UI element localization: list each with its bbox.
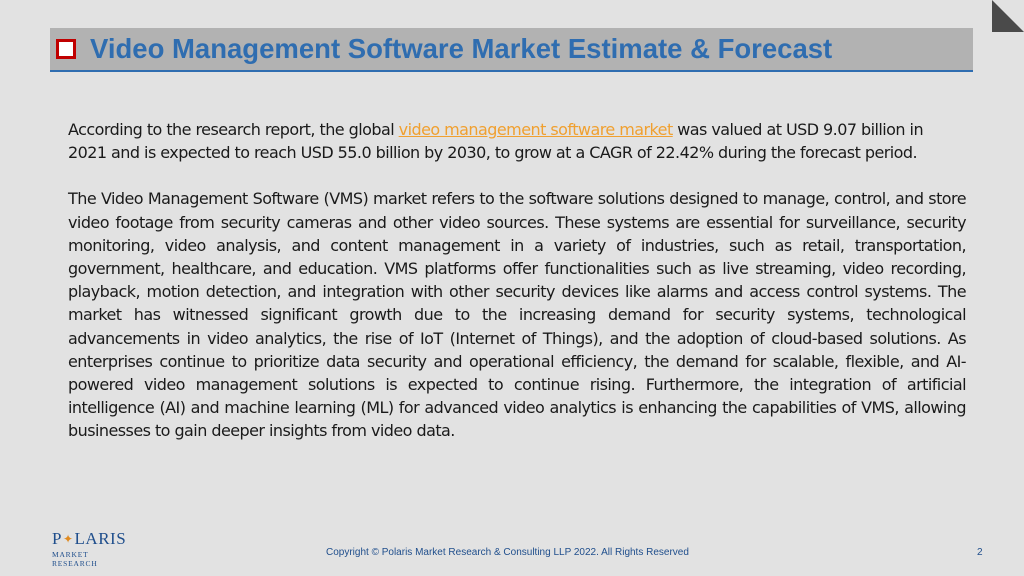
logo-subtitle: MARKET RESEARCH	[52, 550, 98, 568]
page-corner-fold-icon	[992, 0, 1024, 32]
body-paragraph: The Video Management Software (VMS) mark…	[68, 189, 967, 441]
page-number: 2	[977, 547, 983, 558]
content-area: According to the research report, the gl…	[68, 118, 967, 443]
page-title: Video Management Software Market Estimat…	[90, 33, 833, 64]
star-icon: ✦	[62, 532, 74, 546]
square-bullet-icon	[56, 39, 76, 59]
copyright-text: Copyright © Polaris Market Research & Co…	[326, 547, 689, 558]
intro-text-end: was valued at USD 9.07 billion in 2021 a…	[68, 120, 924, 163]
polaris-logo: P ✦ LARIS MARKET RESEARCH	[52, 529, 132, 569]
logo-name: P ✦ LARIS	[52, 529, 127, 548]
title-bar: Video Management Software Market Estimat…	[50, 28, 973, 72]
intro-paragraph: According to the research report, the gl…	[68, 118, 966, 164]
market-link[interactable]: video management software market	[398, 120, 674, 139]
intro-text-start: According to the research report, the gl…	[68, 120, 399, 139]
